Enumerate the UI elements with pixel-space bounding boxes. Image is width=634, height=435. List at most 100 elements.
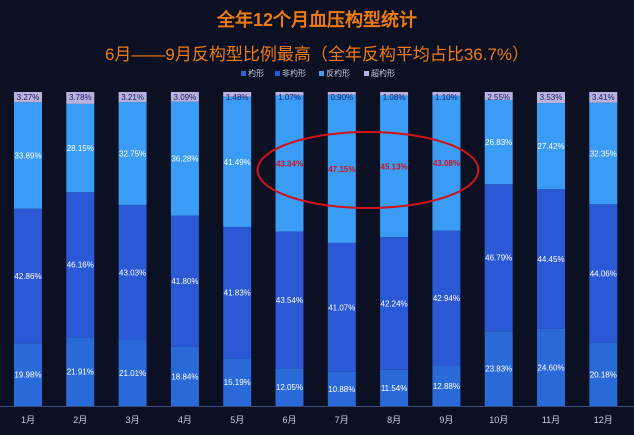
bar-segment <box>484 184 513 332</box>
data-label: 18.84% <box>171 372 198 381</box>
data-label: 44.06% <box>590 269 617 278</box>
data-label: 20.18% <box>590 370 617 379</box>
bar-segment <box>223 226 252 359</box>
bar-segment <box>484 100 513 185</box>
data-label: 33.89% <box>14 151 41 160</box>
data-label: 12.88% <box>433 382 460 391</box>
data-label: 3.27% <box>17 93 40 102</box>
data-label: 1.10% <box>435 93 458 102</box>
data-label: 3.41% <box>592 93 615 102</box>
data-label: 46.16% <box>67 261 94 270</box>
data-label: 24.60% <box>537 363 564 372</box>
data-label: 1.07% <box>278 93 301 102</box>
x-tick-label: 10月 <box>489 415 508 425</box>
x-tick-label: 8月 <box>387 415 401 425</box>
data-label: 1.48% <box>226 93 249 102</box>
data-label: 19.98% <box>14 371 41 380</box>
data-label: 45.13% <box>381 162 408 171</box>
bar-segment <box>537 189 565 329</box>
legend-swatch <box>364 71 369 76</box>
chart-subtitle: 6月——9月反构型比例最高（全年反构平均占比36.7%） <box>104 45 530 64</box>
bar-segment <box>380 369 409 406</box>
bar-segment <box>14 343 42 406</box>
data-label: 1.08% <box>383 93 406 102</box>
data-label: 41.83% <box>224 289 251 298</box>
data-label: 3.09% <box>174 93 197 102</box>
bar-segment <box>432 230 461 366</box>
bar-segment <box>66 103 95 193</box>
data-label: 41.07% <box>328 303 355 312</box>
x-tick-label: 9月 <box>439 415 453 425</box>
bar-segment <box>589 92 618 103</box>
data-label: 43.54% <box>276 296 303 305</box>
legend-label: 非杓形 <box>282 68 306 78</box>
data-label: 26.83% <box>485 138 512 147</box>
data-label: 2.55% <box>487 93 510 102</box>
bar-segment <box>327 371 356 406</box>
chart-title: 全年12个月血压构型统计 <box>216 10 418 30</box>
bar-segment <box>275 95 304 232</box>
data-label: 41.49% <box>224 158 251 167</box>
data-label: 43.08% <box>433 159 460 168</box>
bar-segment <box>14 208 42 344</box>
bar-segment <box>327 94 356 243</box>
bar-segment <box>14 92 42 103</box>
bar-segment <box>170 346 199 406</box>
data-label: 3.53% <box>540 93 563 102</box>
highlight-ellipse <box>256 131 480 209</box>
bar-segment <box>589 102 618 205</box>
bar-segment <box>589 342 618 406</box>
x-tick-label: 3月 <box>126 415 140 425</box>
x-tick-label: 6月 <box>282 415 296 425</box>
data-label: 10.88% <box>328 385 355 394</box>
legend-swatch <box>275 71 280 76</box>
bar-segment <box>327 92 356 95</box>
x-tick-label: 1月 <box>21 415 35 425</box>
data-label: 46.79% <box>485 254 512 263</box>
data-label: 0.90% <box>330 93 353 102</box>
bar-segment <box>66 92 95 104</box>
bar-segment <box>484 92 513 101</box>
bar-segment <box>118 340 147 406</box>
data-label: 41.80% <box>171 277 198 286</box>
data-label: 44.45% <box>537 255 564 264</box>
bar-segment <box>484 331 513 406</box>
x-tick-label: 12月 <box>594 415 613 425</box>
bar-segment <box>118 102 147 205</box>
x-tick-label: 7月 <box>335 415 349 425</box>
data-label: 42.94% <box>433 294 460 303</box>
data-label: 12.05% <box>276 383 303 392</box>
data-label: 43.34% <box>276 159 303 168</box>
data-label: 32.35% <box>590 149 617 158</box>
bar-segment <box>14 102 42 209</box>
data-label: 43.03% <box>119 268 146 277</box>
legend-swatch <box>319 71 324 76</box>
x-tick-label: 5月 <box>230 415 244 425</box>
data-label: 42.86% <box>14 272 41 281</box>
bar-segment <box>380 95 409 238</box>
bar-segment <box>537 103 565 190</box>
bar-segment <box>170 215 199 347</box>
x-tick-label: 4月 <box>178 415 192 425</box>
bar-segment <box>432 95 461 231</box>
bar-segment <box>66 192 95 338</box>
data-label: 3.21% <box>121 93 144 102</box>
data-label: 32.75% <box>119 149 146 158</box>
legend-label: 超杓形 <box>371 68 395 78</box>
bar-segment <box>66 337 95 406</box>
data-label: 27.42% <box>537 142 564 151</box>
bar-segment <box>118 92 147 103</box>
x-tick-label: 11月 <box>542 415 560 425</box>
legend-swatch <box>241 71 246 76</box>
bar-segment <box>432 92 461 96</box>
legend-label: 反杓形 <box>326 68 350 78</box>
data-label: 36.28% <box>171 155 198 164</box>
data-label: 3.78% <box>69 93 92 102</box>
x-tick-label: 2月 <box>73 415 87 425</box>
bar-segment <box>275 231 304 369</box>
bar-segment <box>275 92 304 96</box>
bar-segment <box>432 365 461 406</box>
bar-segment <box>275 368 304 406</box>
